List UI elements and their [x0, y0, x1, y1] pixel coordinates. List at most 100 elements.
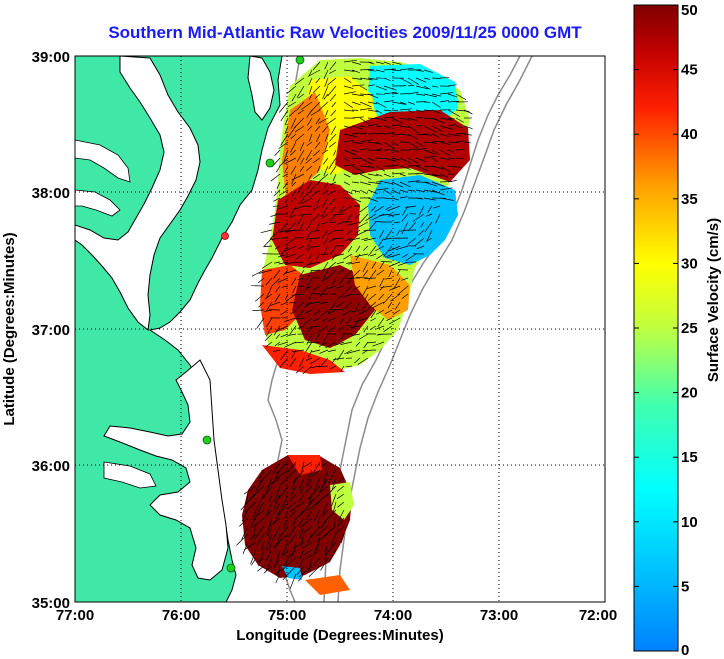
velocity-arrow	[343, 164, 355, 167]
velocity-arrow	[273, 461, 281, 474]
velocity-arrow	[289, 149, 297, 156]
velocity-arrow	[383, 116, 394, 119]
velocity-arrow	[312, 317, 321, 322]
velocity-arrow	[320, 205, 329, 218]
velocity-arrow	[388, 269, 393, 277]
velocity-arrow	[287, 461, 297, 473]
velocity-arrow	[268, 541, 273, 552]
velocity-arrow	[306, 533, 313, 544]
velocity-arrow	[265, 533, 273, 551]
velocity-arrow	[364, 293, 369, 300]
velocity-arrow	[351, 189, 360, 193]
velocity-arrow	[439, 149, 451, 156]
colorbar-tick-label: 15	[681, 449, 698, 466]
velocity-arrow	[284, 125, 289, 135]
colorbar-label: Surface Velocity (cm/s)	[705, 218, 722, 382]
velocity-arrow	[258, 549, 265, 567]
velocity-arrow	[455, 140, 466, 143]
velocity-arrow	[323, 69, 329, 79]
velocity-arrow	[391, 141, 399, 147]
velocity-arrow	[391, 157, 401, 161]
velocity-arrow	[308, 253, 313, 261]
velocity-arrow	[296, 309, 305, 318]
velocity-arrow	[279, 157, 289, 167]
velocity-arrow	[300, 157, 305, 165]
velocity-arrow	[420, 221, 425, 228]
velocity-arrow	[312, 149, 321, 157]
velocity-arrow	[253, 525, 265, 541]
velocity-arrow	[308, 77, 313, 86]
velocity-arrow	[351, 165, 365, 173]
velocity-arrow	[317, 533, 329, 541]
velocity-arrow	[289, 301, 297, 304]
velocity-arrow	[343, 253, 353, 260]
velocity-arrow	[323, 165, 329, 176]
colorbar-tick-label: 20	[681, 385, 698, 402]
velocity-arrow	[263, 565, 273, 574]
velocity-arrow	[318, 477, 329, 494]
velocity-arrow	[423, 69, 433, 73]
velocity-arrow	[272, 525, 281, 541]
velocity-arrow	[324, 549, 329, 560]
velocity-arrow	[321, 509, 329, 517]
velocity-arrow	[296, 213, 305, 226]
velocity-arrow	[435, 213, 441, 224]
velocity-arrow	[383, 197, 393, 200]
y-tick-label: 36:00	[32, 458, 70, 475]
velocity-arrow	[289, 493, 297, 501]
velocity-arrow	[292, 469, 305, 484]
velocity-arrow	[431, 117, 445, 124]
radar-stations	[202, 56, 305, 573]
velocity-arrow	[359, 173, 372, 180]
velocity-arrow	[280, 229, 289, 233]
velocity-arrow	[328, 197, 337, 206]
velocity-arrow	[328, 157, 337, 170]
velocity-arrow	[278, 141, 289, 149]
velocity-arrow	[343, 301, 353, 310]
velocity-arrow	[407, 91, 419, 95]
velocity-arrow	[278, 485, 289, 499]
velocity-arrow	[387, 253, 401, 259]
velocity-arrow	[399, 117, 411, 121]
y-tick-label: 39:00	[32, 49, 70, 66]
velocity-arrow	[463, 109, 473, 115]
velocity-arrow	[323, 93, 329, 100]
velocity-arrow	[351, 309, 361, 313]
velocity-arrow	[351, 172, 365, 175]
velocity-arrow	[447, 117, 455, 120]
velocity-arrow	[439, 92, 454, 95]
velocity-arrow	[310, 213, 321, 223]
velocity-arrow	[327, 301, 337, 314]
velocity-arrow	[361, 301, 369, 312]
velocity-arrow	[375, 101, 387, 109]
velocity-arrow	[414, 237, 425, 247]
velocity-arrow	[384, 309, 393, 315]
velocity-arrow	[351, 293, 361, 296]
velocity-arrow	[290, 133, 297, 140]
x-axis-ticks: 77:00 76:00 75:00 74:00 73:00 72:00	[56, 607, 617, 624]
velocity-arrow	[274, 293, 281, 303]
velocity-arrow	[345, 285, 353, 292]
velocity-arrow	[258, 469, 265, 482]
velocity-arrow	[326, 117, 337, 125]
velocity-arrow	[363, 245, 369, 251]
velocity-arrow	[250, 549, 257, 565]
velocity-arrow	[273, 261, 281, 264]
velocity-arrow	[279, 221, 289, 234]
x-tick-label: 77:00	[56, 607, 94, 624]
x-tick-label: 74:00	[374, 607, 412, 624]
velocity-arrow	[426, 229, 433, 241]
station-marker	[265, 158, 275, 168]
velocity-arrow	[431, 85, 439, 88]
velocity-arrow	[375, 245, 385, 252]
velocity-arrow	[261, 261, 273, 269]
velocity-arrow	[340, 533, 345, 544]
velocity-arrow	[343, 77, 352, 83]
velocity-arrow	[418, 229, 425, 236]
velocity-arrow	[340, 205, 353, 213]
velocity-arrow	[277, 205, 289, 210]
velocity-arrow	[308, 477, 313, 487]
velocity-arrow	[329, 69, 337, 74]
velocity-arrow	[298, 517, 305, 527]
velocity-arrow	[423, 197, 436, 201]
